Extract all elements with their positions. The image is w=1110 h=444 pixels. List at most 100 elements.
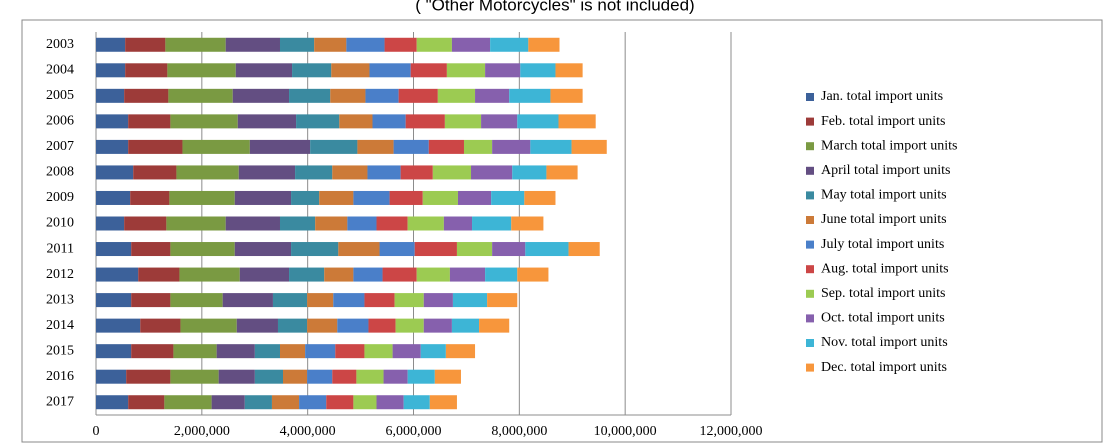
legend-swatch — [806, 166, 814, 175]
bar-segment — [367, 165, 401, 180]
x-tick-label: 8,000,000 — [491, 424, 547, 439]
bar-segment — [237, 114, 297, 129]
bar-segment — [525, 242, 569, 257]
bar-segment — [512, 165, 547, 180]
bar-segment — [232, 88, 290, 103]
bar-segment — [96, 114, 129, 129]
bar-segment — [471, 165, 513, 180]
bar-segment — [96, 395, 129, 410]
bar-segment — [296, 114, 340, 129]
bar-segment — [457, 190, 492, 205]
legend-label: Sep. total import units — [821, 286, 945, 301]
legend-swatch — [806, 93, 814, 101]
legend-label: July total import units — [821, 237, 944, 252]
bar-segment — [422, 190, 458, 205]
bar-segment — [222, 293, 273, 308]
bar-segment — [432, 165, 472, 180]
bar-segment — [291, 190, 320, 205]
y-tick-label: 2010 — [46, 216, 74, 231]
bar-segment — [235, 63, 293, 78]
bar-segment — [451, 37, 491, 52]
bar-segment — [96, 37, 126, 52]
bar-segment — [324, 267, 354, 282]
bar-segment — [530, 139, 572, 154]
bar-segment — [383, 369, 408, 384]
bar-segment — [128, 395, 165, 410]
bar-segment — [511, 216, 544, 231]
bar-segment — [369, 63, 411, 78]
y-tick-label: 2014 — [46, 318, 74, 333]
bar-segment — [394, 293, 424, 308]
bar-segment — [170, 293, 223, 308]
bar-segment — [96, 190, 131, 205]
bar-segment — [376, 395, 404, 410]
bar-segment — [168, 88, 233, 103]
x-tick-label: 2,000,000 — [174, 424, 230, 439]
bar-segment — [420, 344, 446, 359]
bar-segment — [291, 242, 339, 257]
legend-label: Aug. total import units — [821, 261, 949, 276]
bar-segment — [333, 293, 365, 308]
x-tick-label: 10,000,000 — [594, 424, 657, 439]
bar-segment — [138, 267, 180, 282]
bar-segment — [96, 88, 125, 103]
bar-segment — [128, 114, 171, 129]
bar-segment — [339, 114, 373, 129]
bar-segment — [272, 293, 308, 308]
bar-segment — [405, 114, 445, 129]
bar-segment — [487, 293, 518, 308]
bar-segment — [96, 216, 125, 231]
legend-swatch — [806, 339, 814, 347]
bar-segment — [449, 267, 486, 282]
bar-segment — [472, 216, 512, 231]
bar-segment — [314, 37, 347, 52]
bar-segment — [176, 165, 239, 180]
bar-segment — [395, 318, 424, 333]
bar-segment — [125, 37, 166, 52]
bar-segment — [170, 369, 219, 384]
x-tick-label: 6,000,000 — [386, 424, 442, 439]
bar-segment — [238, 165, 296, 180]
bar-segment — [295, 165, 333, 180]
bar-segment — [289, 267, 325, 282]
bar-segment — [96, 344, 132, 359]
y-tick-label: 2003 — [46, 37, 74, 52]
bar-segment — [170, 242, 235, 257]
bar-segment — [446, 63, 486, 78]
bar-segment — [379, 242, 415, 257]
bar-segment — [140, 318, 181, 333]
bar-segment — [305, 344, 336, 359]
bar-segment — [407, 216, 444, 231]
bar-segment — [463, 139, 493, 154]
legend-swatch — [806, 142, 814, 151]
bar-segment — [520, 63, 556, 78]
bar-segment — [125, 63, 168, 78]
bar-segment — [234, 190, 292, 205]
bar-segment — [414, 242, 457, 257]
bar-segment — [364, 293, 395, 308]
bar-segment — [338, 242, 380, 257]
chart-frame — [21, 19, 1103, 443]
bar-segment — [216, 344, 255, 359]
y-tick-label: 2005 — [46, 88, 74, 103]
bar-segment — [429, 395, 457, 410]
bar-segment — [400, 165, 433, 180]
bar-segment — [384, 37, 417, 52]
bar-segment — [179, 267, 240, 282]
bar-segment — [218, 369, 255, 384]
bar-segment — [509, 88, 551, 103]
bar-segment — [315, 216, 348, 231]
bar-segment — [332, 165, 368, 180]
y-tick-label: 2011 — [47, 241, 74, 256]
bar-segment — [169, 190, 235, 205]
bar-segment — [571, 139, 607, 154]
bar-segment — [130, 190, 170, 205]
legend-swatch — [806, 240, 814, 249]
bar-segment — [479, 318, 510, 333]
bar-segment — [292, 63, 332, 78]
bar-segment — [392, 344, 421, 359]
bar-segment — [372, 114, 406, 129]
bar-segment — [434, 369, 461, 384]
bar-segment — [353, 395, 377, 410]
bar-segment — [353, 190, 390, 205]
